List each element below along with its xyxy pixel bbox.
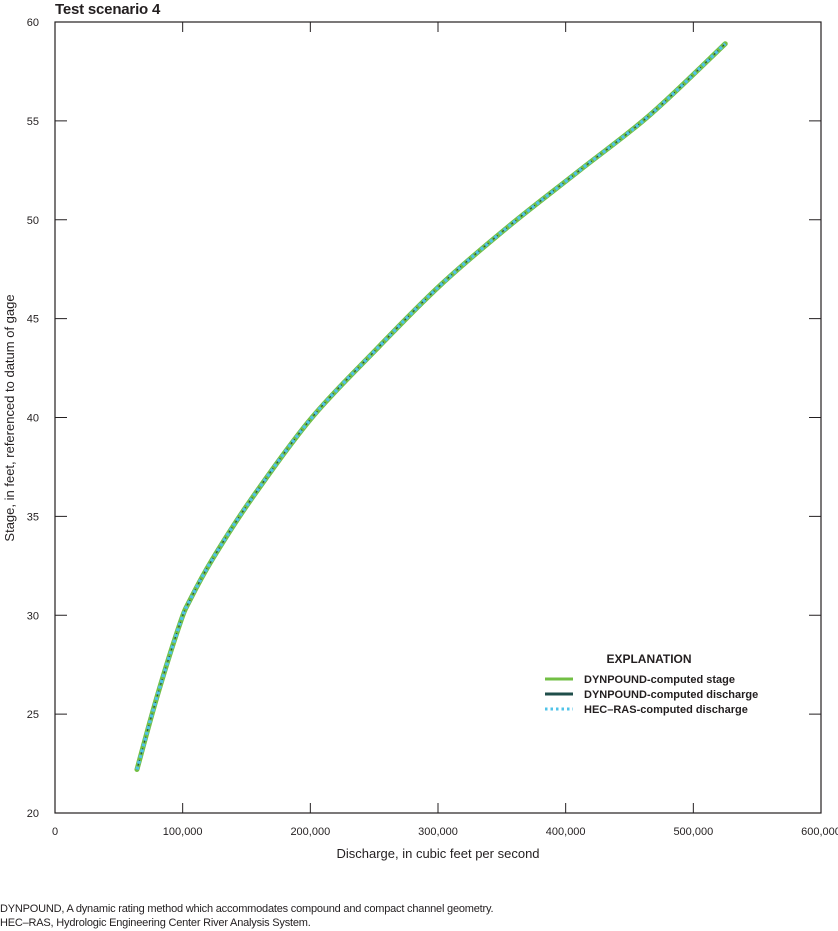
legend-label-1: DYNPOUND-computed discharge	[584, 689, 758, 701]
series-line-1	[136, 43, 726, 770]
x-tick-label: 200,000	[290, 826, 330, 838]
x-tick-label: 400,000	[546, 826, 586, 838]
legend-label-0: DYNPOUND-computed stage	[584, 674, 735, 686]
data-series	[134, 41, 728, 772]
y-tick-label: 40	[27, 413, 39, 425]
legend: EXPLANATION DYNPOUND-computed stage DYNPOU…	[545, 652, 758, 716]
x-tick-label: 0	[52, 826, 58, 838]
x-tick-label: 300,000	[418, 826, 458, 838]
y-tick-label: 25	[27, 709, 39, 721]
axis-ticks: 0 100,000 200,000 300,000 400,000 500,000 600,…	[27, 17, 838, 838]
series-line-2	[135, 42, 727, 770]
x-tick-label: 500,000	[673, 826, 713, 838]
x-tick-label: 600,000	[801, 826, 838, 838]
chart-plot: 0 100,000 200,000 300,000 400,000 500,000 600,…	[2, 17, 838, 861]
y-axis-label: Stage, in feet, referenced to datum of g…	[2, 294, 17, 541]
y-tick-label: 60	[27, 17, 39, 29]
footnote-hecras: HEC–RAS, Hydrologic Engineering Center R…	[0, 917, 311, 929]
legend-title: EXPLANATION	[606, 652, 691, 666]
y-tick-label: 45	[27, 314, 39, 326]
y-tick-label: 50	[27, 215, 39, 227]
y-tick-label: 30	[27, 610, 39, 622]
chart-title: Test scenario 4	[55, 1, 161, 18]
x-tick-label: 100,000	[163, 826, 203, 838]
x-axis-label: Discharge, in cubic feet per second	[336, 846, 539, 861]
y-tick-label: 35	[27, 511, 39, 523]
footnote-dynpound: DYNPOUND, A dynamic rating method which …	[0, 903, 494, 915]
y-tick-label: 55	[27, 116, 39, 128]
y-tick-label: 20	[27, 808, 39, 820]
legend-label-2: HEC–RAS-computed discharge	[584, 704, 748, 716]
